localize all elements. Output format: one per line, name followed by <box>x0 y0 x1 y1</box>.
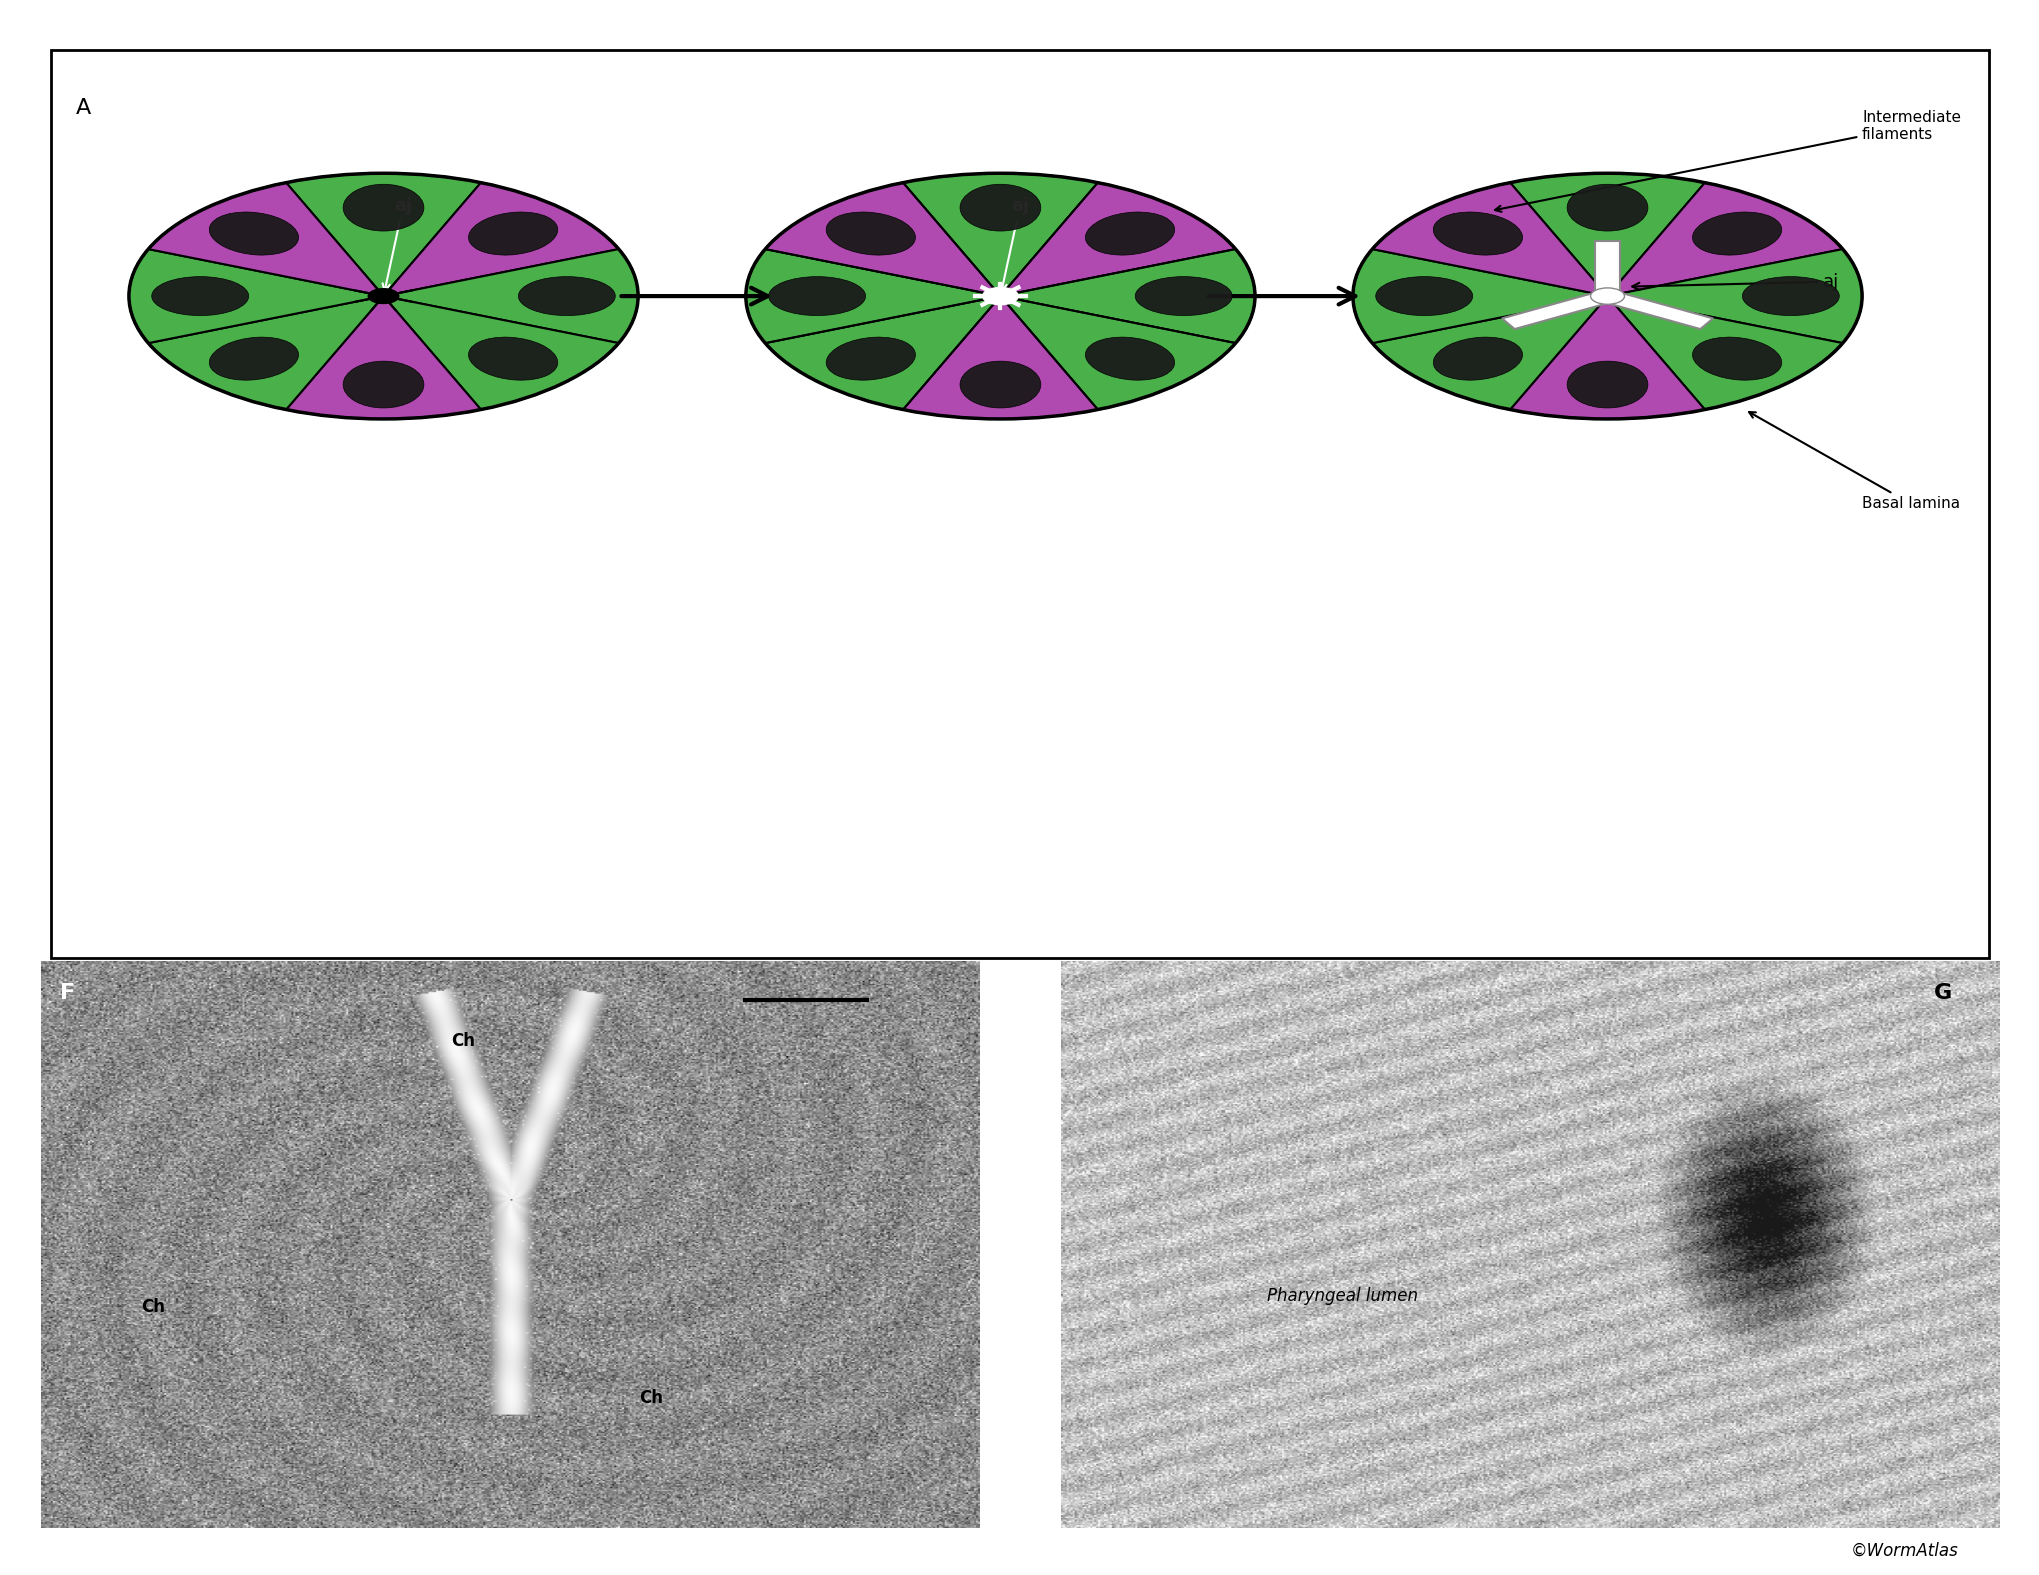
FancyBboxPatch shape <box>51 50 1988 958</box>
Ellipse shape <box>1692 337 1780 380</box>
Wedge shape <box>1509 173 1705 296</box>
Ellipse shape <box>151 277 249 315</box>
Wedge shape <box>383 249 638 343</box>
Ellipse shape <box>1374 277 1472 315</box>
Text: Intermediate
filaments: Intermediate filaments <box>1495 110 1959 211</box>
Ellipse shape <box>1433 213 1521 255</box>
Wedge shape <box>1352 249 1607 343</box>
Polygon shape <box>1501 291 1613 329</box>
Ellipse shape <box>343 184 424 232</box>
Text: Pharyngeal lumen: Pharyngeal lumen <box>1266 1287 1417 1306</box>
Wedge shape <box>285 296 481 419</box>
Ellipse shape <box>960 361 1040 408</box>
Ellipse shape <box>210 213 298 255</box>
Wedge shape <box>149 183 383 296</box>
Circle shape <box>983 288 1017 304</box>
Text: Ch: Ch <box>451 1032 475 1051</box>
Wedge shape <box>903 173 1097 296</box>
Wedge shape <box>383 296 618 410</box>
Circle shape <box>369 288 398 304</box>
Ellipse shape <box>1433 337 1521 380</box>
Wedge shape <box>746 249 999 343</box>
Wedge shape <box>149 296 383 410</box>
Ellipse shape <box>826 337 916 380</box>
Wedge shape <box>1607 183 1841 296</box>
Wedge shape <box>1372 183 1607 296</box>
Polygon shape <box>1594 241 1619 296</box>
Text: aj: aj <box>999 197 1028 291</box>
Ellipse shape <box>769 277 865 315</box>
Wedge shape <box>1372 296 1607 410</box>
Ellipse shape <box>1741 277 1839 315</box>
Circle shape <box>1590 288 1623 304</box>
Wedge shape <box>765 183 999 296</box>
Ellipse shape <box>1085 213 1174 255</box>
Ellipse shape <box>960 184 1040 232</box>
Ellipse shape <box>1566 184 1648 232</box>
Text: ©WormAtlas: ©WormAtlas <box>1849 1542 1957 1559</box>
Wedge shape <box>999 296 1236 410</box>
Ellipse shape <box>469 337 557 380</box>
Wedge shape <box>128 249 383 343</box>
Text: F: F <box>59 983 75 1003</box>
Wedge shape <box>383 183 618 296</box>
Wedge shape <box>1607 249 1862 343</box>
Text: Ch: Ch <box>638 1389 663 1406</box>
Text: Ch: Ch <box>141 1298 165 1317</box>
Ellipse shape <box>826 213 916 255</box>
Ellipse shape <box>1566 361 1648 408</box>
Text: G: G <box>1933 983 1951 1003</box>
Polygon shape <box>1601 291 1713 329</box>
Text: A: A <box>75 98 92 118</box>
Wedge shape <box>999 249 1254 343</box>
Text: aj: aj <box>1631 272 1839 291</box>
Wedge shape <box>903 296 1097 419</box>
Text: aj: aj <box>383 197 412 291</box>
Wedge shape <box>765 296 999 410</box>
Ellipse shape <box>1085 337 1174 380</box>
Ellipse shape <box>1692 213 1780 255</box>
Ellipse shape <box>518 277 616 315</box>
Ellipse shape <box>210 337 298 380</box>
Ellipse shape <box>1134 277 1232 315</box>
Ellipse shape <box>343 361 424 408</box>
Wedge shape <box>999 183 1236 296</box>
Wedge shape <box>1509 296 1705 419</box>
Wedge shape <box>285 173 481 296</box>
Text: Basal lamina: Basal lamina <box>1747 413 1959 512</box>
Ellipse shape <box>469 213 557 255</box>
Wedge shape <box>1607 296 1841 410</box>
